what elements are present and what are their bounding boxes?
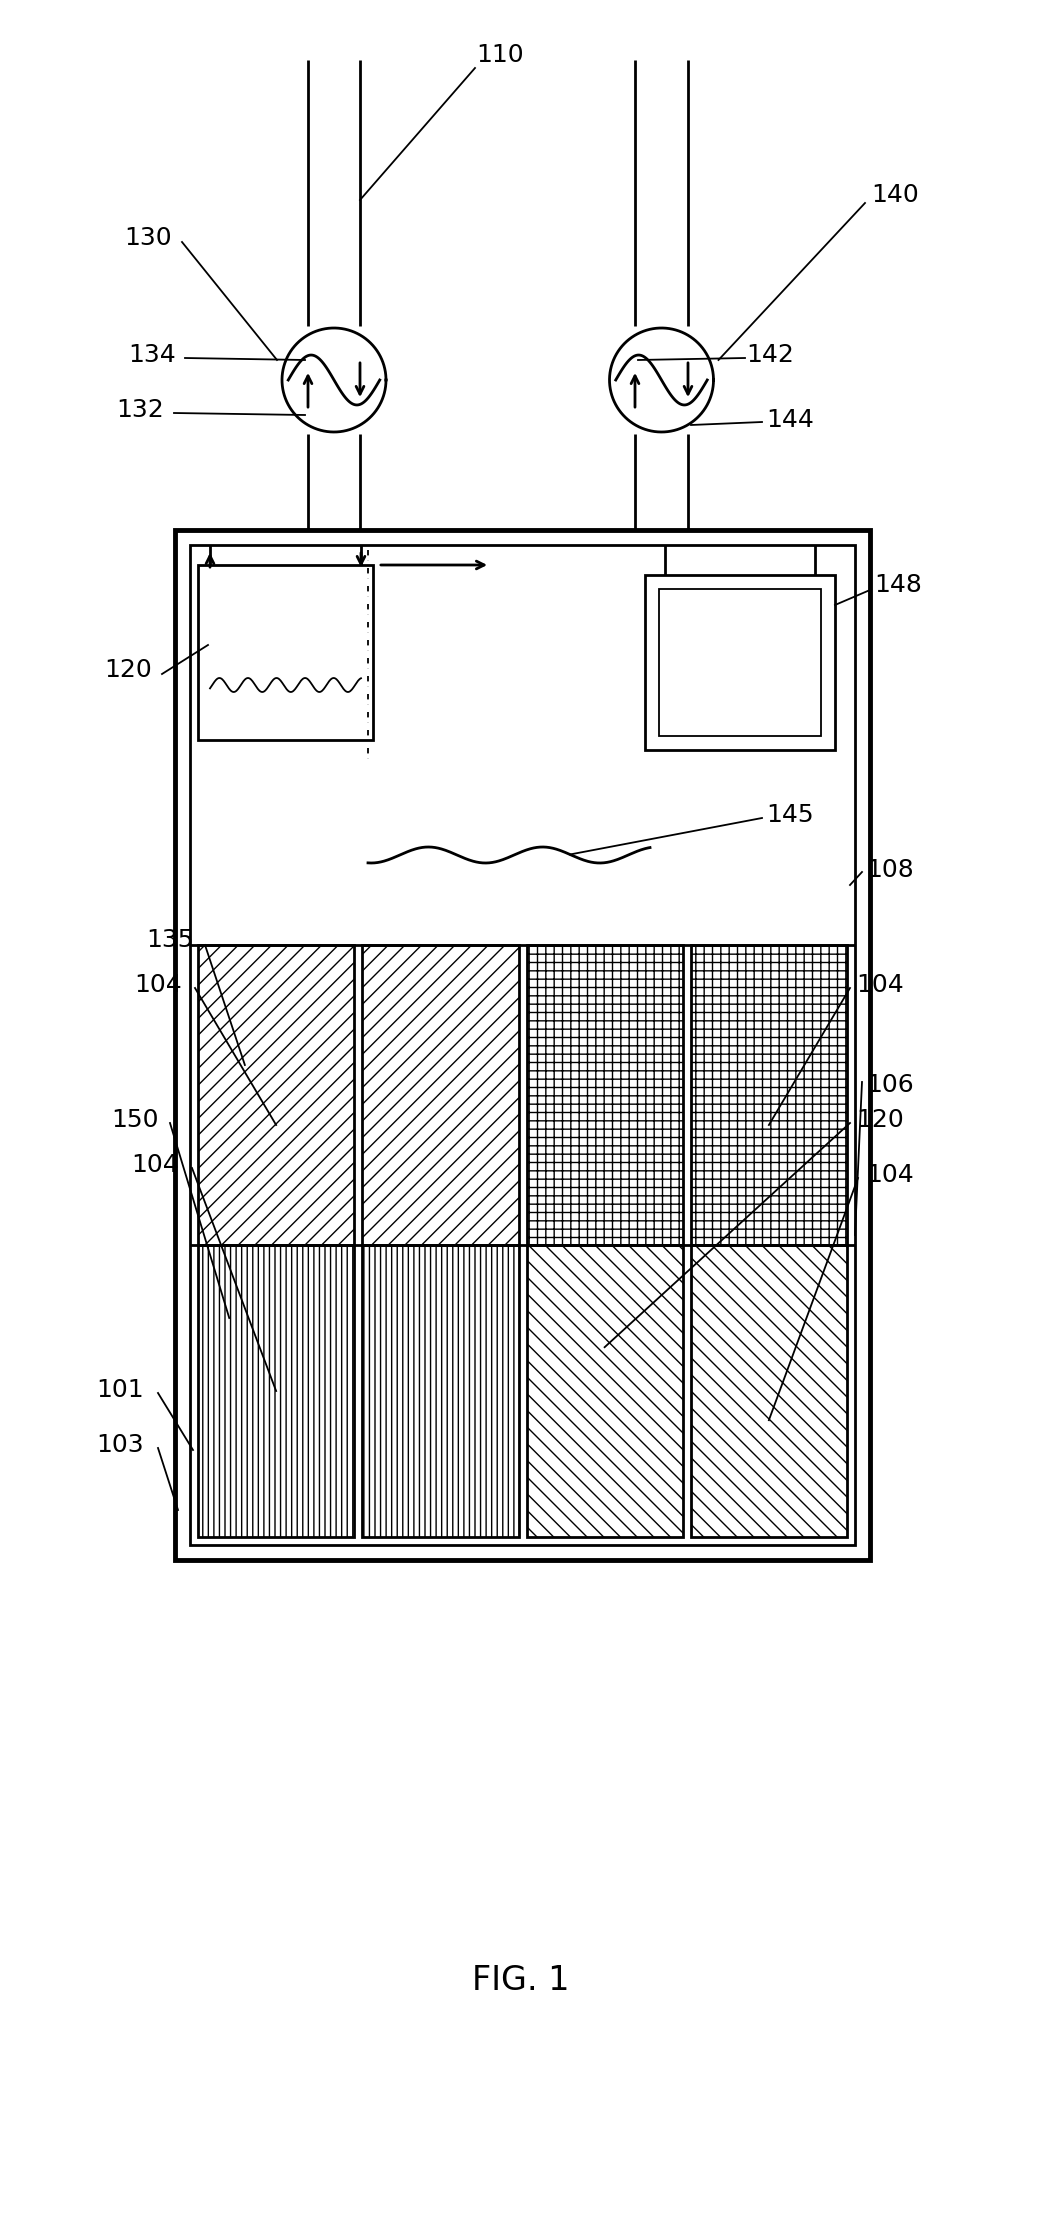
Bar — [527, 1245, 683, 1536]
Text: 110: 110 — [477, 42, 524, 67]
Text: 148: 148 — [874, 573, 922, 597]
Bar — [690, 946, 847, 1245]
Text: 132: 132 — [116, 397, 164, 422]
Bar — [690, 1245, 847, 1536]
Text: 101: 101 — [96, 1379, 144, 1403]
Bar — [659, 588, 821, 737]
Text: 120: 120 — [856, 1108, 904, 1132]
Text: 150: 150 — [112, 1108, 159, 1132]
Text: 104: 104 — [135, 972, 181, 997]
Text: 142: 142 — [746, 344, 794, 366]
Text: 135: 135 — [146, 928, 194, 952]
Bar — [175, 531, 870, 1561]
Bar — [198, 566, 373, 739]
Text: 104: 104 — [131, 1152, 179, 1177]
Bar — [362, 946, 518, 1245]
Bar — [190, 544, 855, 1545]
Bar — [527, 946, 683, 1245]
Text: 140: 140 — [871, 182, 919, 206]
Text: 134: 134 — [128, 344, 176, 366]
Text: 120: 120 — [104, 657, 152, 682]
Bar — [198, 1245, 355, 1536]
Text: 104: 104 — [866, 1163, 914, 1188]
Text: 130: 130 — [124, 226, 172, 251]
Bar — [645, 575, 835, 750]
Text: 108: 108 — [866, 857, 914, 881]
Text: FIG. 1: FIG. 1 — [472, 1962, 569, 1996]
Text: 103: 103 — [96, 1432, 144, 1456]
Bar — [362, 1245, 518, 1536]
Text: 106: 106 — [866, 1072, 914, 1097]
Text: 144: 144 — [766, 408, 814, 433]
Text: 145: 145 — [767, 804, 814, 828]
Bar — [198, 946, 355, 1245]
Text: 104: 104 — [856, 972, 904, 997]
